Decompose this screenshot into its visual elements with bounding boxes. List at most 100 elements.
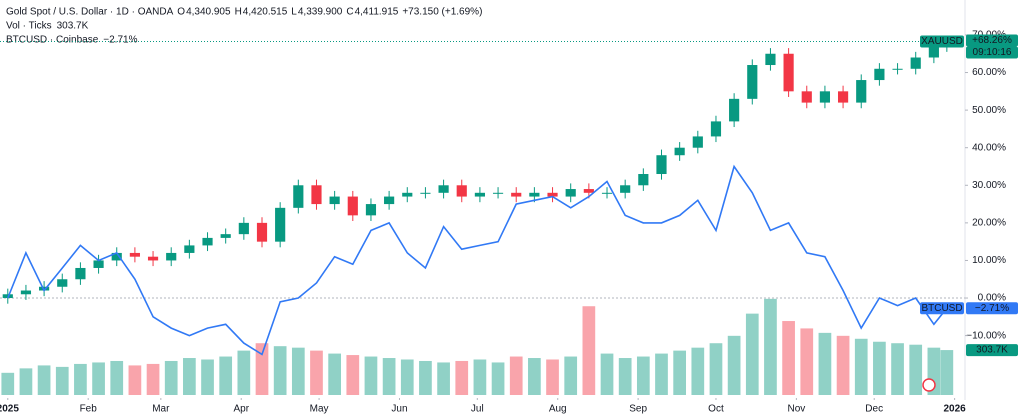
candle-body bbox=[311, 185, 322, 205]
series-value-tag-box bbox=[966, 302, 1018, 315]
x-tick-label: 2025 bbox=[0, 404, 19, 415]
volume-bar bbox=[782, 321, 795, 395]
volume-bar bbox=[764, 298, 777, 395]
candle-body bbox=[384, 196, 395, 205]
volume-bar bbox=[636, 356, 650, 395]
y-tick-label: 10.00% bbox=[972, 255, 1006, 266]
volume-bar bbox=[419, 360, 432, 395]
candle-body bbox=[438, 185, 449, 193]
candle-body bbox=[620, 185, 631, 193]
candle-body bbox=[275, 207, 286, 242]
candle-body bbox=[565, 189, 576, 197]
x-tick-label: Jul bbox=[471, 404, 484, 415]
volume-bar bbox=[940, 350, 954, 395]
candle-body bbox=[601, 192, 613, 194]
price-tag-box bbox=[966, 34, 1018, 47]
candle-body bbox=[474, 192, 485, 197]
series-tag-box bbox=[920, 302, 964, 315]
ohlc-value: 4,339.900 bbox=[298, 7, 343, 18]
symbol-tag-box bbox=[920, 35, 964, 48]
candle-body bbox=[129, 252, 140, 257]
candle-body bbox=[402, 192, 413, 197]
y-tick-label: 50.00% bbox=[972, 105, 1006, 116]
chart-title: Gold Spot / U.S. Dollar · 1D · OANDA bbox=[6, 7, 174, 18]
candle-body bbox=[547, 192, 558, 197]
volume-bar bbox=[346, 355, 360, 395]
candle-body bbox=[147, 256, 159, 261]
y-tick-label: 0.00% bbox=[978, 293, 1006, 304]
x-tick-label: Jun bbox=[391, 404, 407, 415]
y-tick-label: 30.00% bbox=[972, 180, 1006, 191]
volume-bar bbox=[691, 347, 705, 395]
candle-body bbox=[928, 46, 939, 58]
candle-body bbox=[238, 222, 249, 235]
volume-bar bbox=[509, 356, 523, 395]
volume-bar bbox=[291, 347, 305, 395]
volume-bar bbox=[219, 356, 233, 395]
candle-body bbox=[256, 222, 268, 242]
candle-body bbox=[529, 192, 540, 197]
candle-body bbox=[75, 267, 86, 280]
volume-bar bbox=[709, 343, 723, 395]
volume-tag: 303.7K bbox=[976, 345, 1008, 356]
volume-bar bbox=[92, 362, 105, 395]
volume-bar bbox=[818, 332, 832, 395]
candle-body bbox=[57, 279, 68, 287]
x-tick-label: Dec bbox=[865, 404, 883, 415]
candle-body bbox=[220, 234, 231, 238]
candle-body bbox=[874, 68, 885, 81]
volume-bar bbox=[745, 313, 759, 395]
volume-bar bbox=[237, 350, 251, 395]
volume-legend: Vol · Ticks bbox=[6, 21, 52, 32]
volume-bar bbox=[74, 363, 87, 395]
volume-bar bbox=[273, 346, 287, 395]
volume-bar bbox=[800, 328, 814, 395]
price-tag: +68.26% bbox=[972, 35, 1012, 46]
series-legend-value: −2.71% bbox=[103, 35, 137, 46]
volume-bar bbox=[909, 344, 923, 395]
ohlc-label: C bbox=[346, 7, 353, 18]
countdown-tag-box bbox=[966, 46, 1018, 59]
ohlc-label: L bbox=[291, 7, 297, 18]
volume-bar bbox=[854, 338, 868, 395]
candle-body bbox=[910, 57, 921, 69]
candle-body bbox=[20, 290, 32, 295]
x-tick-label: Mar bbox=[152, 404, 170, 415]
candle-body bbox=[710, 121, 722, 137]
symbol-tag: XAUUSD bbox=[921, 36, 963, 47]
volume-bar bbox=[310, 350, 323, 395]
candle-body bbox=[638, 174, 649, 186]
volume-bar bbox=[364, 356, 378, 395]
series-legend: BTCUSD · Coinbase bbox=[6, 35, 99, 46]
ohlc-value: 4,411.915 bbox=[355, 7, 399, 18]
ohlc-label: O bbox=[177, 7, 185, 18]
x-tick-label: Nov bbox=[787, 404, 805, 415]
series-value-tag: −2.71% bbox=[975, 303, 1009, 314]
volume-bar bbox=[491, 362, 505, 395]
candle-body bbox=[202, 237, 213, 246]
volume-bar bbox=[110, 360, 124, 395]
ohlc-value: 4,420.515 bbox=[243, 7, 288, 18]
volume-bar bbox=[55, 366, 69, 395]
candle-body bbox=[347, 196, 358, 216]
volume-bar bbox=[201, 359, 214, 395]
volume-bar bbox=[673, 350, 687, 395]
ohlc-label: H bbox=[235, 7, 242, 18]
volume-bar bbox=[546, 359, 559, 395]
candle-body bbox=[892, 68, 903, 70]
candle-body bbox=[837, 91, 849, 103]
candle-body bbox=[166, 252, 177, 261]
candle-body bbox=[420, 192, 431, 194]
volume-bar bbox=[655, 353, 668, 395]
candle-body bbox=[856, 80, 867, 103]
x-tick-label: Aug bbox=[549, 404, 567, 415]
series-line bbox=[7, 164, 948, 356]
volume-bar bbox=[19, 368, 33, 395]
x-tick-label: May bbox=[310, 404, 329, 415]
candle-body bbox=[747, 65, 758, 99]
flag-icon bbox=[922, 378, 936, 392]
volume-tag-box bbox=[966, 344, 1018, 357]
volume-bar bbox=[400, 359, 414, 395]
x-tick-label: Apr bbox=[233, 404, 249, 415]
candle-body bbox=[93, 260, 104, 268]
